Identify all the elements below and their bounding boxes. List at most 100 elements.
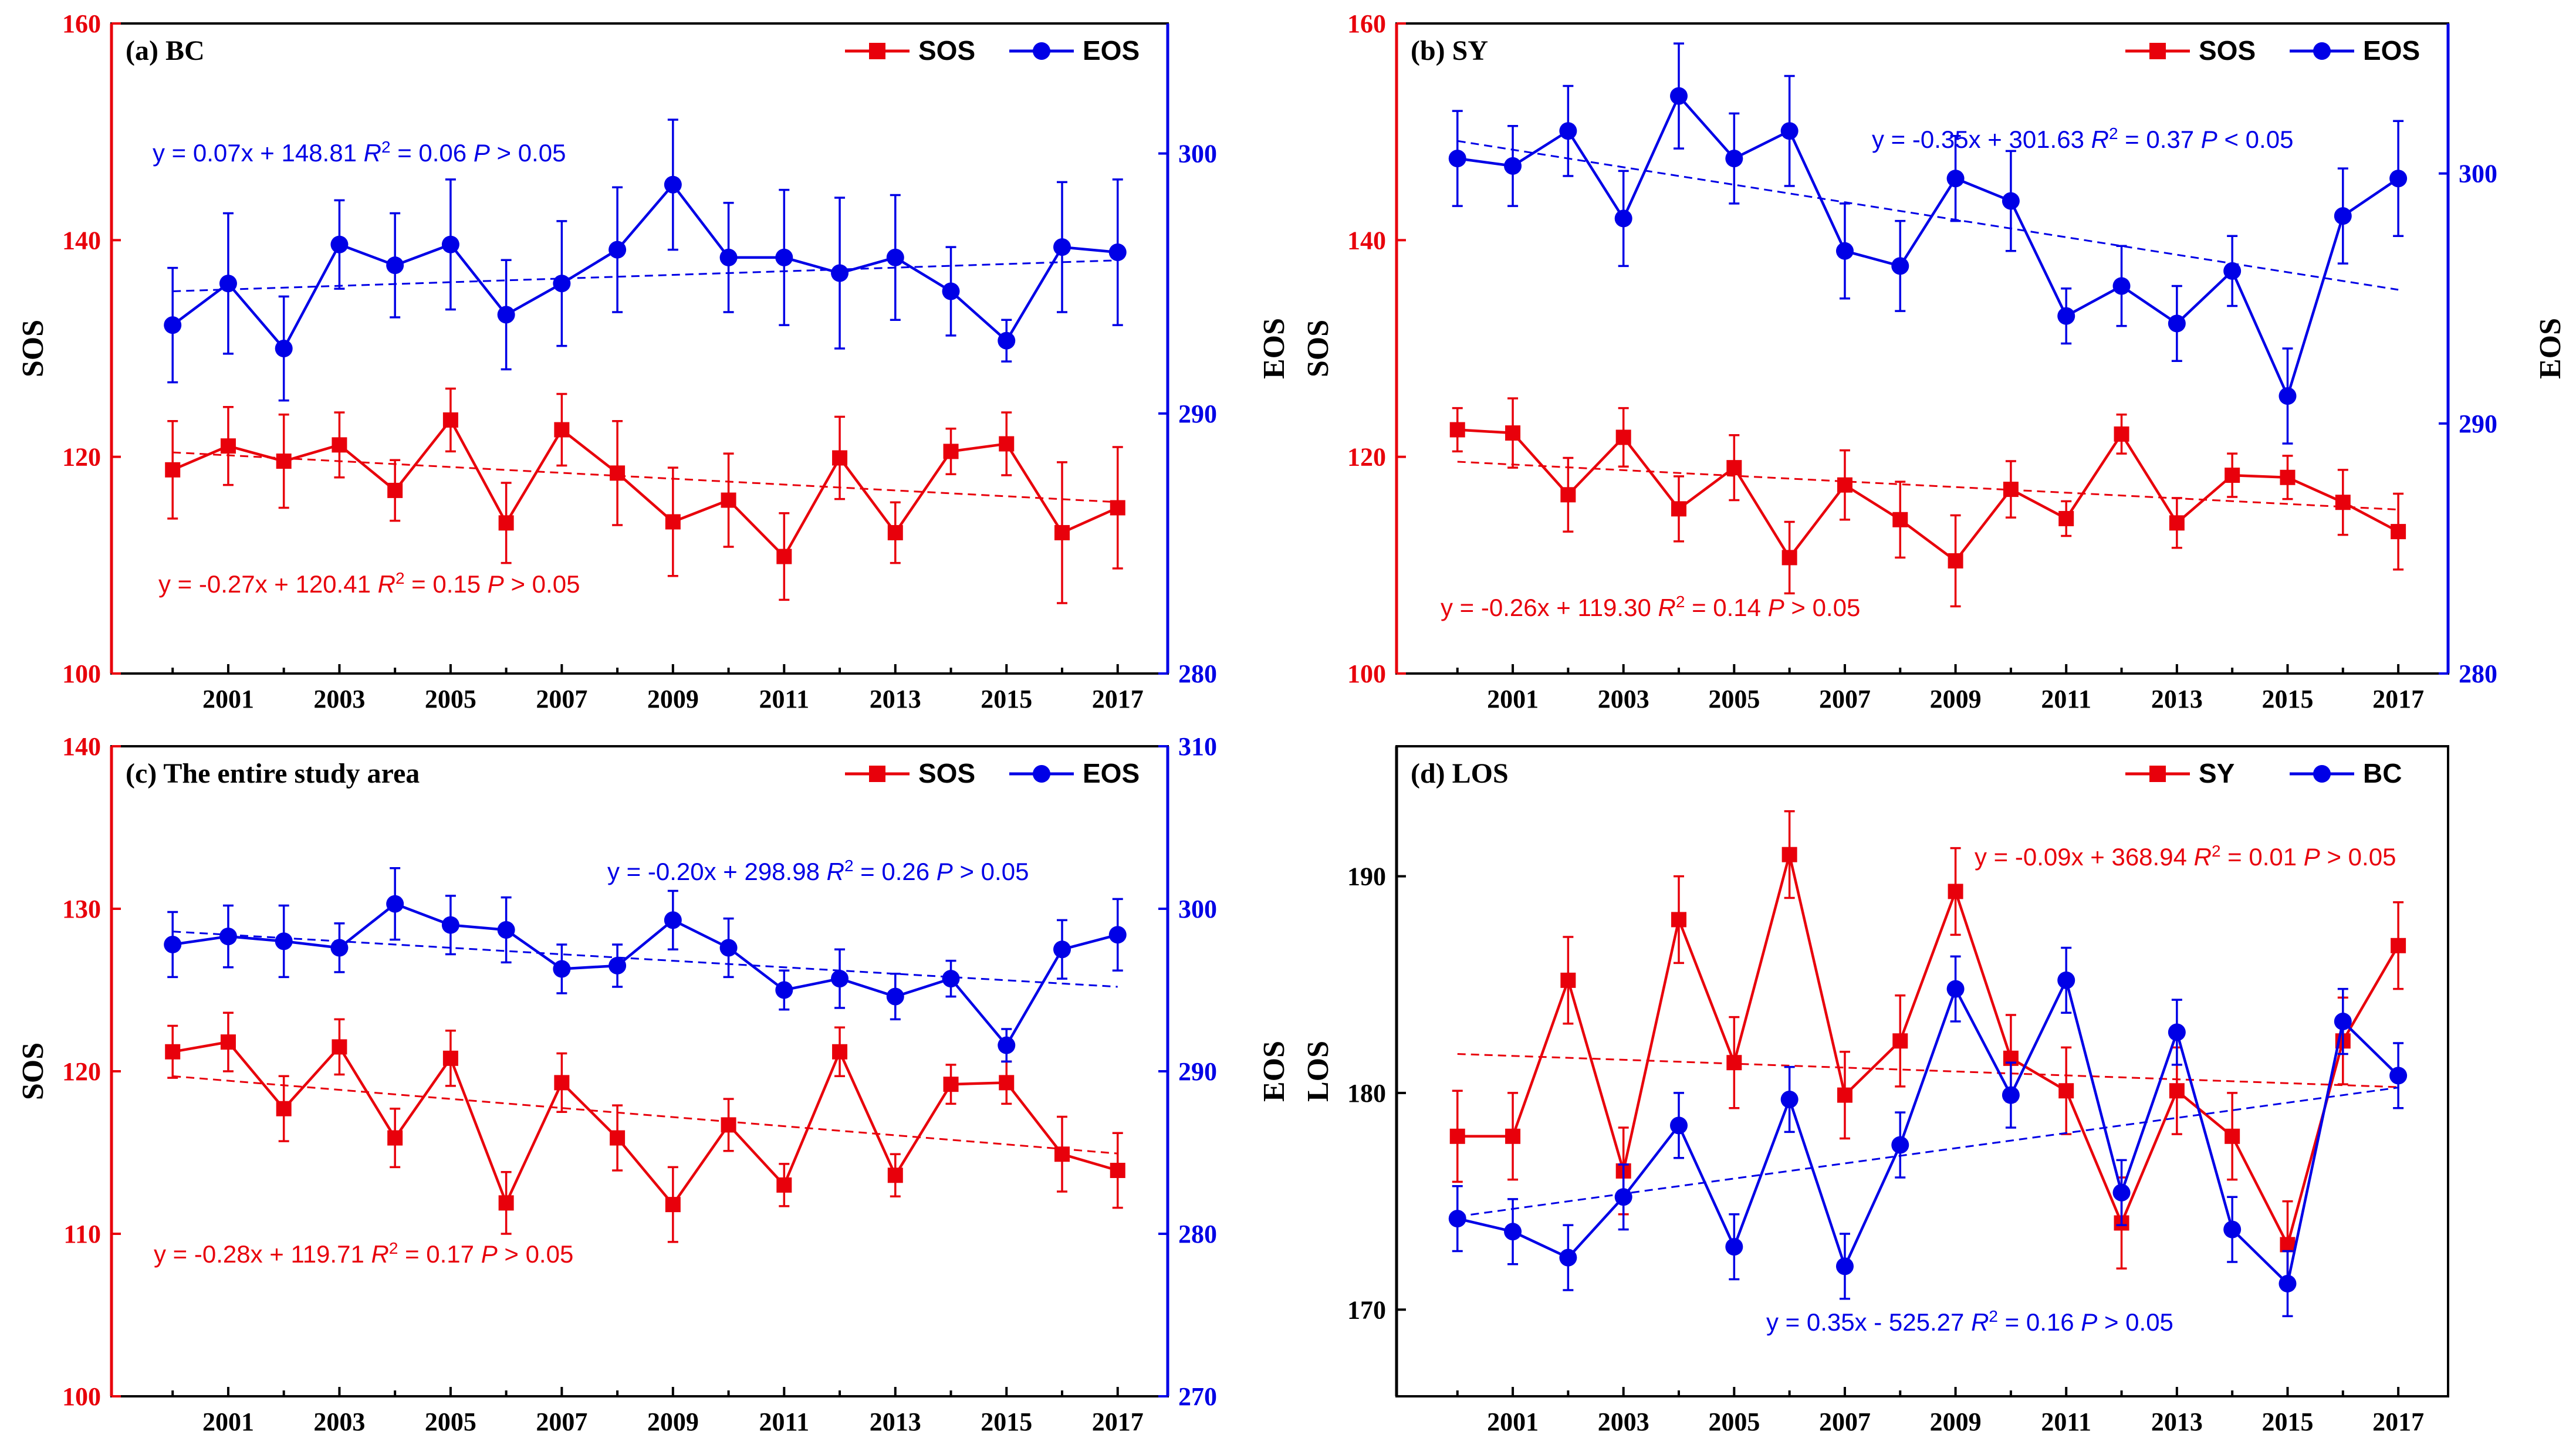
data-point (2169, 1083, 2185, 1099)
data-point (1448, 150, 1466, 168)
data-point (1837, 477, 1852, 493)
data-point (2225, 468, 2240, 483)
data-point (1449, 1128, 1465, 1144)
p-value: > 0.05 (490, 139, 566, 167)
regression-equation: y = -0.35x + 301.63 R2 = 0.37 P < 0.05 (1872, 124, 2293, 154)
data-point (665, 1197, 681, 1213)
data-point (219, 928, 237, 946)
data-point (832, 1044, 848, 1060)
r-squared-value: = 0.15 (405, 570, 488, 598)
left-tick-label: 120 (62, 1057, 101, 1086)
data-point (2389, 170, 2408, 188)
x-tick-label: 2001 (1487, 685, 1539, 713)
legend-marker (869, 766, 885, 782)
right-tick-label: 280 (1178, 1220, 1217, 1248)
data-point (2391, 938, 2406, 953)
x-tick-label: 2007 (1819, 1407, 1871, 1436)
data-point (553, 960, 571, 978)
right-tick-label: 290 (1178, 400, 1217, 428)
legend-label: BC (2363, 758, 2402, 789)
data-point (1670, 87, 1688, 105)
legend-marker (1033, 42, 1050, 60)
x-tick-label: 2017 (2372, 685, 2424, 713)
left-tick-label: 140 (62, 732, 101, 761)
series-eos (164, 119, 1127, 402)
legend-item-sos: SOS (2125, 35, 2256, 66)
p-value: > 0.05 (953, 858, 1029, 885)
data-point (387, 482, 403, 498)
legend-item-eos: EOS (1009, 35, 1140, 66)
p-symbol: P (2081, 1308, 2097, 1336)
x-tick-label: 2013 (2151, 1407, 2203, 1436)
legend-label: EOS (2363, 35, 2420, 66)
legend-marker (2313, 765, 2331, 783)
equation-text: y = -0.26x + 119.30 (1441, 594, 1658, 621)
series-sos (1449, 397, 2406, 608)
right-tick-label: 300 (1178, 895, 1217, 923)
legend-item-sos: SOS (845, 35, 975, 66)
series-bc (1448, 946, 2408, 1318)
data-point (332, 1039, 347, 1055)
right-axis-title: EOS (1257, 1041, 1291, 1102)
data-point (1505, 1128, 1521, 1144)
data-point (1892, 1033, 1908, 1049)
data-point (2112, 1183, 2131, 1202)
data-point (721, 492, 736, 508)
left-axis-title: SOS (1301, 320, 1335, 377)
r-squared-superscript: 2 (381, 138, 391, 156)
data-point (498, 515, 514, 531)
data-point (220, 1034, 236, 1050)
data-point (610, 1130, 626, 1146)
data-point (999, 436, 1015, 452)
data-point (441, 916, 459, 934)
data-point (2335, 495, 2351, 510)
data-point (2003, 482, 2019, 498)
data-point (332, 437, 347, 453)
series-eos (1448, 42, 2408, 445)
data-point (1948, 553, 1963, 568)
data-point (1560, 487, 1576, 503)
data-point (2057, 971, 2075, 989)
x-tick-label: 2015 (981, 685, 1032, 713)
left-tick-label: 170 (1347, 1295, 1386, 1324)
x-tick-label: 2017 (1092, 685, 1144, 713)
left-axis-title: LOS (1301, 1041, 1335, 1102)
legend-marker (1033, 765, 1050, 783)
panel-title: (d) LOS (1411, 758, 1509, 789)
trend-line (173, 930, 1118, 988)
regression-equation: y = -0.20x + 298.98 R2 = 0.26 P > 0.05 (607, 857, 1029, 886)
data-point (164, 316, 182, 334)
legend-label: EOS (1083, 758, 1140, 789)
x-tick-label: 2017 (2372, 1407, 2424, 1436)
r-squared-superscript: 2 (844, 857, 854, 875)
p-symbol: P (2304, 843, 2320, 871)
data-point (2389, 1067, 2408, 1085)
data-point (330, 939, 349, 957)
x-tick-label: 2001 (202, 1407, 254, 1436)
data-point (2280, 469, 2296, 485)
data-point (1725, 150, 1743, 168)
data-point (2058, 510, 2074, 526)
right-tick-label: 310 (1178, 732, 1217, 761)
data-point (1108, 926, 1127, 944)
data-point (664, 175, 682, 194)
data-point (998, 331, 1016, 350)
data-point (775, 248, 793, 266)
left-tick-label: 110 (63, 1220, 101, 1248)
series-line (1457, 93, 2399, 400)
regression-equation: y = -0.09x + 368.94 R2 = 0.01 P > 0.05 (1975, 842, 2396, 871)
x-tick-label: 2001 (202, 685, 254, 713)
p-symbol: P (937, 858, 953, 885)
data-point (165, 462, 181, 478)
left-tick-label: 140 (1347, 226, 1386, 255)
left-tick-label: 100 (62, 659, 101, 688)
trend-line (1457, 140, 2399, 291)
x-tick-label: 2005 (1708, 1407, 1760, 1436)
data-point (999, 1075, 1015, 1091)
data-point (1671, 501, 1687, 517)
r-squared-value: = 0.17 (398, 1240, 481, 1268)
r-squared-symbol: R (1971, 1308, 1989, 1336)
panel-c: 100 110 120 130 140 SOS 270 280 290 300 310 EOS 2001… (16, 732, 1291, 1436)
data-point (2334, 207, 2352, 225)
